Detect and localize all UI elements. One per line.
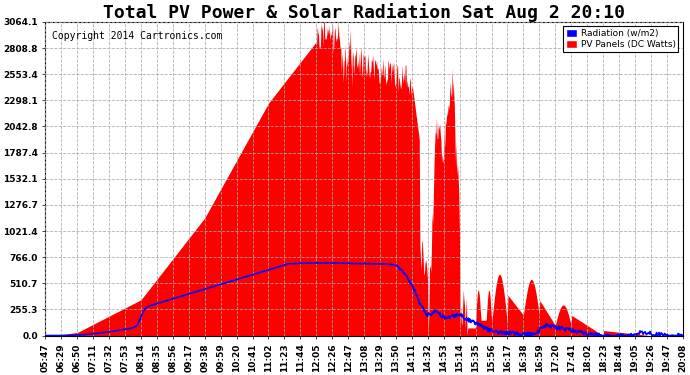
Text: Copyright 2014 Cartronics.com: Copyright 2014 Cartronics.com — [52, 32, 222, 41]
Title: Total PV Power & Solar Radiation Sat Aug 2 20:10: Total PV Power & Solar Radiation Sat Aug… — [103, 3, 625, 22]
Legend: Radiation (w/m2), PV Panels (DC Watts): Radiation (w/m2), PV Panels (DC Watts) — [563, 27, 678, 52]
